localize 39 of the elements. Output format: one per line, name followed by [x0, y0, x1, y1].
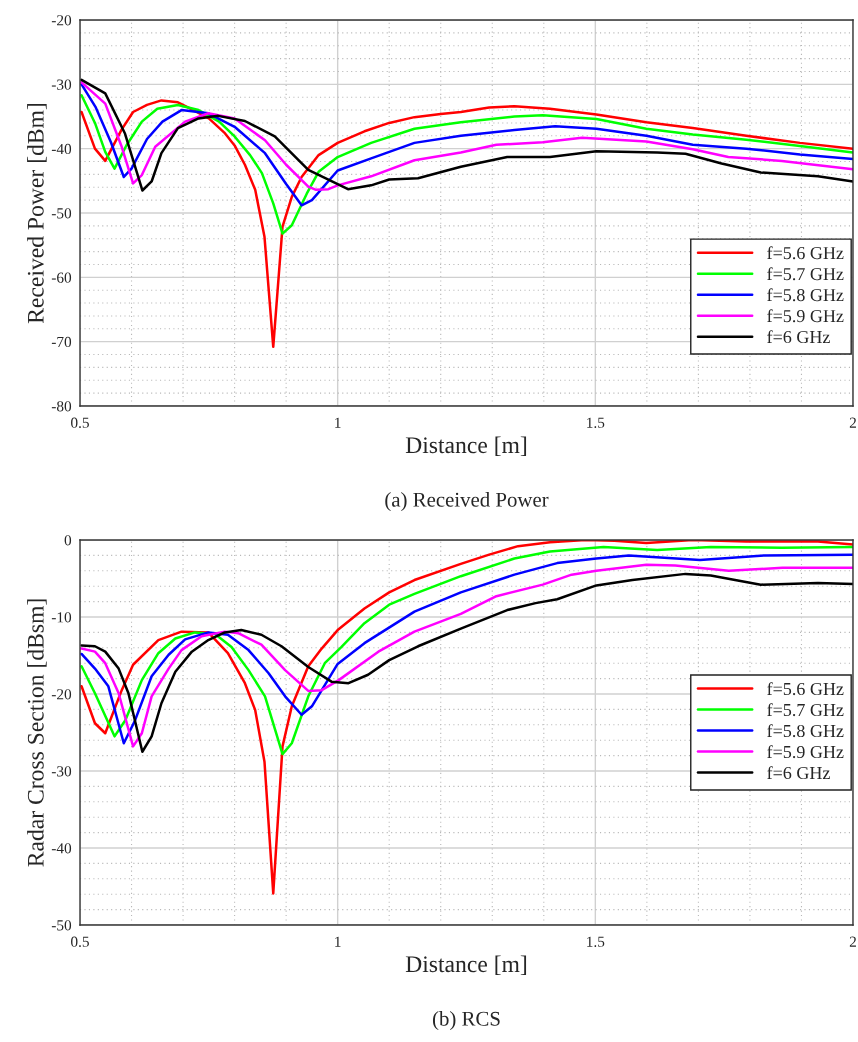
x-axis-title: Distance [m]	[405, 436, 527, 457]
x-tick-label: 1	[335, 936, 341, 947]
y-tick-label: -60	[51, 272, 72, 283]
legend-label: f=5.8 GHz	[767, 288, 844, 302]
legend-label: f=5.7 GHz	[767, 267, 844, 281]
y-tick-label: -20	[51, 689, 72, 700]
y-axis-title: Received Power [dBm]	[27, 103, 47, 324]
legend-label: f=5.6 GHz	[767, 246, 844, 260]
y-tick-label: -20	[51, 15, 72, 26]
line-series	[80, 94, 853, 235]
y-tick-label: -70	[51, 336, 72, 348]
x-axis-title: Distance [m]	[405, 955, 527, 976]
legend-label: f=6 GHz	[767, 330, 830, 344]
x-tick-label: 2	[849, 936, 856, 947]
y-tick-label: -30	[51, 79, 72, 90]
x-tick-label: 2	[849, 417, 856, 428]
x-tick-label: 1.5	[587, 936, 605, 947]
legend-label: f=5.8 GHz	[767, 724, 844, 738]
y-tick-label: -10	[51, 612, 72, 623]
y-tick-label: 0	[64, 535, 72, 546]
x-tick-label: 0.5	[71, 936, 89, 947]
line-series	[80, 99, 853, 349]
x-tick-label: 1.5	[587, 417, 605, 428]
y-tick-label: -80	[51, 401, 72, 412]
legend-label: f=5.9 GHz	[767, 745, 844, 759]
text: (b) RCS	[432, 1011, 500, 1030]
text: (a) Received Power	[385, 492, 549, 511]
y-tick-label: -40	[51, 143, 72, 155]
legend-label: f=5.7 GHz	[767, 703, 844, 717]
y-tick-label: -50	[51, 208, 72, 219]
x-tick-label: 1	[335, 417, 341, 428]
y-axis-title: Radar Cross Section [dBsm]	[27, 599, 47, 867]
legend-label: f=6 GHz	[767, 766, 830, 780]
y-tick-label: -30	[51, 766, 72, 777]
legend-label: f=5.6 GHz	[767, 682, 844, 696]
legend-label: f=5.9 GHz	[767, 309, 844, 323]
y-tick-label: -50	[51, 920, 72, 931]
y-tick-label: -40	[51, 843, 72, 854]
x-tick-label: 0.5	[71, 417, 89, 428]
